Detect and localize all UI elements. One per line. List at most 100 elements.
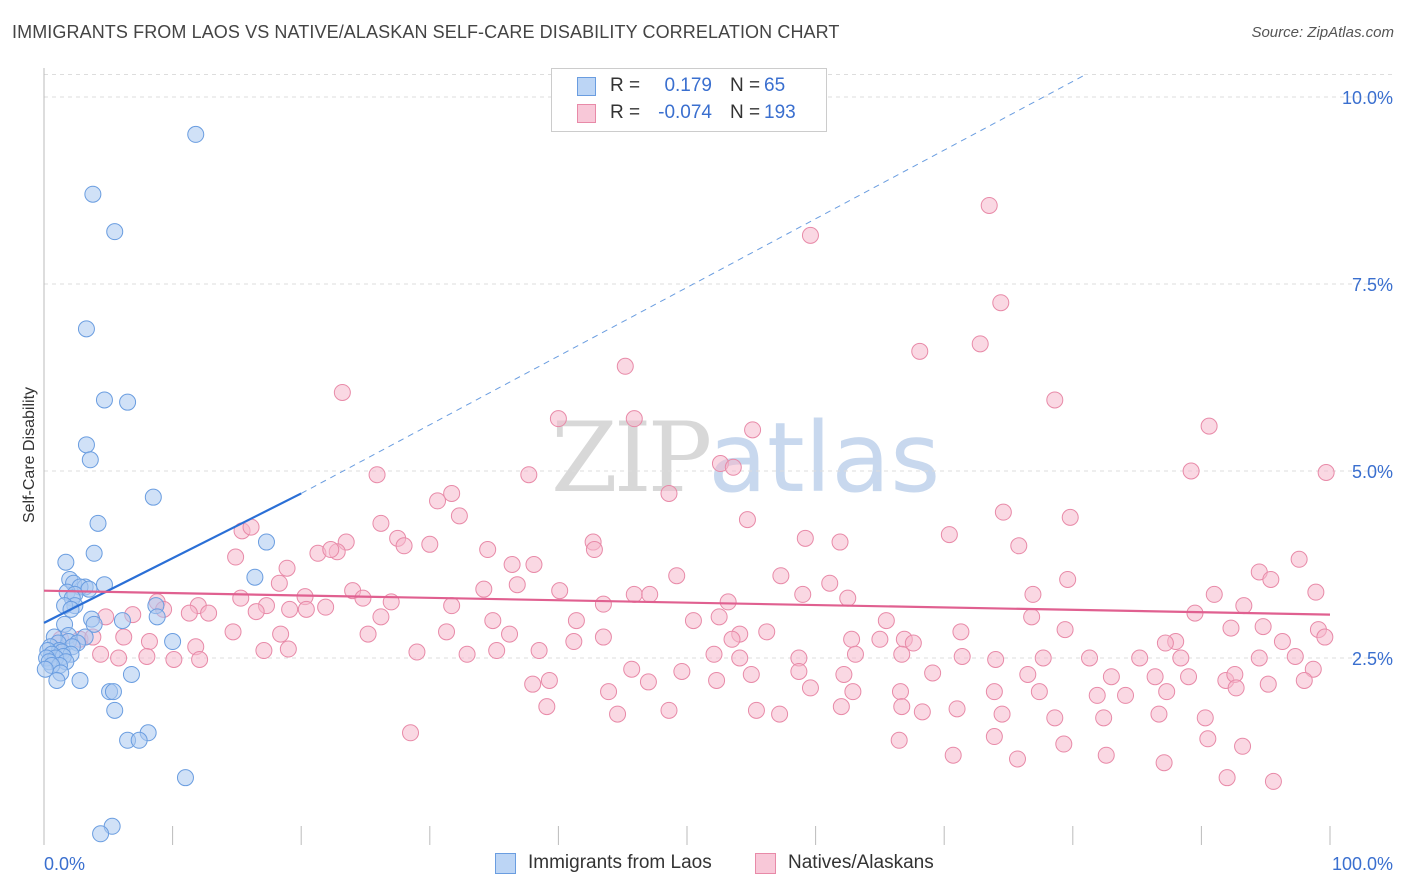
data-point: [1254, 618, 1272, 636]
data-point: [138, 648, 156, 666]
data-point: [1235, 597, 1253, 615]
data-point: [551, 582, 569, 600]
data-point: [1218, 769, 1236, 787]
data-point: [1146, 668, 1164, 686]
y-tick-label: 7.5%: [1352, 275, 1393, 295]
data-point: [484, 612, 502, 630]
data-point: [165, 650, 183, 668]
data-point: [57, 553, 75, 571]
data-point: [893, 698, 911, 716]
data-point: [71, 671, 89, 689]
data-point: [1227, 679, 1245, 697]
data-point: [1010, 537, 1028, 555]
data-point: [1150, 705, 1168, 723]
data-point: [257, 533, 275, 551]
data-point: [994, 503, 1012, 521]
data-point: [1182, 462, 1200, 480]
data-point: [278, 559, 296, 577]
data-point: [1234, 737, 1252, 755]
data-point: [1222, 619, 1240, 637]
data-point: [744, 421, 762, 439]
data-point: [524, 675, 542, 693]
data-point: [724, 458, 742, 476]
data-point: [1264, 772, 1282, 790]
data-point: [639, 673, 657, 691]
data-point: [148, 608, 166, 626]
data-point: [992, 294, 1010, 312]
data-point: [924, 664, 942, 682]
x-tick-label-min: 0.0%: [44, 854, 85, 874]
data-point: [317, 598, 335, 616]
data-point: [913, 703, 931, 721]
data-point: [438, 623, 456, 641]
data-point: [443, 597, 461, 615]
data-point: [1061, 508, 1079, 526]
data-point: [940, 526, 958, 544]
data-point: [616, 357, 634, 375]
data-point: [1200, 417, 1218, 435]
x-tick-label-max: 100.0%: [1332, 854, 1393, 874]
data-point: [844, 683, 862, 701]
data-point: [835, 665, 853, 683]
data-point: [719, 593, 737, 611]
legend-label: Immigrants from Laos: [528, 852, 712, 873]
data-point: [948, 700, 966, 718]
data-point: [176, 769, 194, 787]
data-point: [475, 580, 493, 598]
data-point: [772, 567, 790, 585]
data-point: [668, 567, 686, 585]
data-point: [272, 625, 290, 643]
data-point: [479, 541, 497, 559]
source-credit: Source: ZipAtlas.com: [1251, 24, 1394, 41]
data-point: [368, 466, 386, 484]
data-point: [1199, 730, 1217, 748]
data-point: [48, 671, 66, 689]
data-point: [322, 541, 340, 559]
data-point: [953, 648, 971, 666]
data-point: [525, 556, 543, 573]
legend-label: Natives/Alaskans: [788, 852, 934, 873]
data-point: [227, 548, 245, 566]
trend-extension-blue: [300, 74, 1086, 494]
data-point: [731, 649, 749, 667]
data-point: [1262, 570, 1280, 588]
data-point: [952, 623, 970, 641]
data-point: [790, 662, 808, 680]
data-point: [200, 604, 218, 622]
trend-line-blue: [43, 492, 302, 624]
data-point: [1088, 686, 1106, 704]
axes: [43, 68, 1331, 845]
data-point: [77, 436, 95, 454]
data-point: [944, 746, 962, 764]
data-point: [1059, 570, 1077, 588]
data-point: [1046, 391, 1064, 409]
data-point: [458, 645, 476, 663]
data-point: [395, 537, 413, 555]
data-point: [113, 612, 131, 630]
data-point: [1117, 686, 1135, 704]
legend-swatch-blue: [495, 853, 516, 874]
data-point: [77, 320, 95, 338]
n-label: N =: [730, 102, 761, 123]
data-point: [1046, 709, 1064, 727]
data-point: [980, 196, 998, 214]
data-point: [130, 731, 148, 749]
data-point: [1158, 683, 1176, 701]
data-point: [408, 643, 426, 661]
data-point: [1055, 735, 1073, 753]
data-point: [333, 383, 351, 401]
data-point: [1081, 649, 1099, 667]
data-point: [1034, 649, 1052, 667]
r-label: R =: [610, 75, 641, 96]
data-point: [1316, 628, 1334, 646]
data-point: [281, 600, 299, 618]
data-point: [758, 623, 776, 641]
data-point: [1097, 746, 1115, 764]
data-point: [1286, 648, 1304, 666]
data-point: [877, 612, 895, 630]
data-point: [904, 634, 922, 652]
data-point: [660, 701, 678, 719]
data-point: [971, 335, 989, 353]
tick-labels: 2.5% 5.0% 7.5% 10.0% 0.0% 100.0%: [44, 88, 1393, 874]
data-point: [520, 466, 538, 484]
